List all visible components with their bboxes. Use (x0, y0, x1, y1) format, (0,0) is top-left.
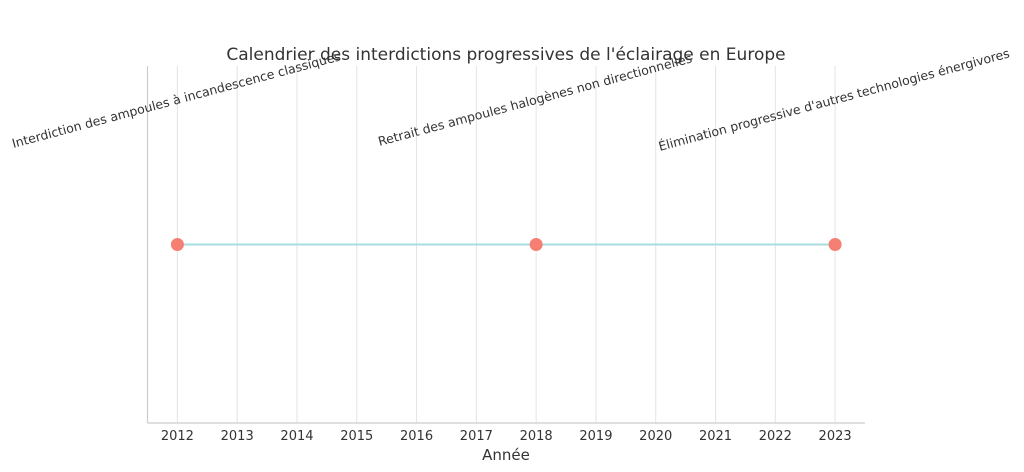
x-tick-label-2020: 2020 (639, 429, 672, 444)
annotation-2012: Interdiction des ampoules à incandescenc… (10, 48, 342, 150)
x-tick-label-2021: 2021 (699, 429, 732, 444)
x-tick-label-2022: 2022 (759, 429, 792, 444)
data-point-2018 (529, 238, 543, 251)
x-tick-label-2015: 2015 (340, 429, 373, 444)
chart-title: Calendrier des interdictions progressive… (226, 45, 785, 65)
data-point-2012 (170, 238, 184, 251)
x-tick-label-2012: 2012 (161, 429, 194, 444)
x-tick-label-2019: 2019 (579, 429, 612, 444)
x-tick-label-2014: 2014 (280, 429, 313, 444)
data-point-2023 (828, 238, 842, 251)
x-tick-label-2013: 2013 (221, 429, 254, 444)
x-tick-label-2017: 2017 (460, 429, 493, 444)
x-tick-labels: 2012 2013 2014 2015 2016 2017 2018 2019 2020 2021… (161, 429, 852, 444)
x-tick-label-2016: 2016 (400, 429, 433, 444)
x-tick-label-2023: 2023 (819, 429, 852, 444)
x-axis-title: Année (482, 446, 530, 464)
data-points (170, 238, 842, 251)
annotation-2018: Retrait des ampoules halogènes non direc… (376, 50, 693, 148)
x-tick-label-2018: 2018 (520, 429, 553, 444)
